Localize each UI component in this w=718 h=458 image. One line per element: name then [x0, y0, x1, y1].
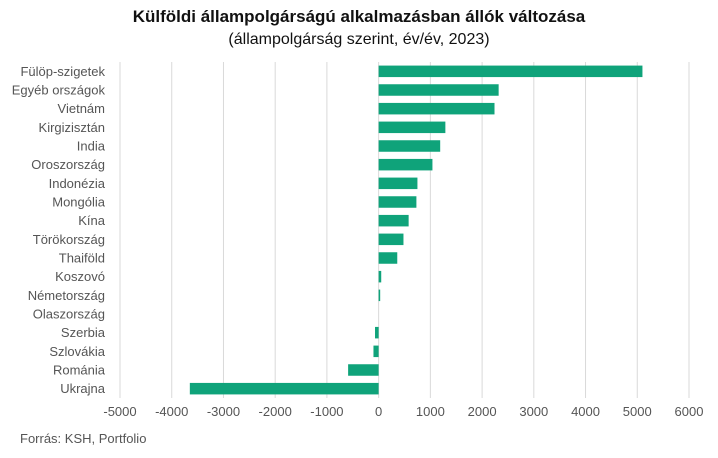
bar — [378, 102, 495, 115]
bar — [378, 158, 433, 171]
bar — [378, 289, 381, 302]
x-tick-label: -5000 — [103, 404, 136, 419]
x-tick-label: 3000 — [519, 404, 548, 419]
x-tick-label: -1000 — [310, 404, 343, 419]
bar — [378, 252, 398, 264]
x-tick-label: -2000 — [259, 404, 292, 419]
category-label: Németország — [28, 288, 105, 303]
bar — [378, 177, 418, 190]
bar — [375, 326, 379, 339]
category-label: Thaiföld — [59, 251, 105, 266]
bar — [189, 382, 379, 395]
chart-subtitle: (állampolgárság szerint, év/év, 2023) — [228, 31, 490, 48]
source-note: Forrás: KSH, Portfolio — [20, 431, 147, 446]
category-label: Egyéb országok — [12, 83, 106, 98]
category-label: Kína — [78, 213, 106, 228]
category-label: Koszovó — [55, 269, 105, 284]
x-tick-label: 4000 — [571, 404, 600, 419]
chart-title: Külföldi állampolgárságú alkalmazásban á… — [132, 7, 586, 26]
category-label: Oroszország — [31, 157, 105, 172]
category-label: Ukrajna — [60, 381, 106, 396]
category-label: Mongólia — [52, 195, 106, 210]
x-tick-label: -3000 — [207, 404, 240, 419]
bar — [348, 364, 379, 376]
category-label: Románia — [53, 363, 106, 378]
category-label: Fülöp-szigetek — [20, 64, 105, 79]
x-tick-label: 2000 — [468, 404, 497, 419]
bar — [378, 233, 404, 246]
bar — [378, 65, 643, 78]
category-label: Szerbia — [61, 325, 106, 340]
category-label: Indonézia — [49, 176, 106, 191]
category-label: Vietnám — [58, 101, 105, 116]
bar — [378, 196, 417, 208]
bar — [373, 345, 379, 358]
x-tick-label: -4000 — [155, 404, 188, 419]
bar — [378, 121, 446, 134]
bar — [378, 84, 499, 96]
x-tick-label: 6000 — [675, 404, 704, 419]
category-label: Törökország — [33, 232, 105, 247]
category-label: Olaszország — [33, 307, 105, 322]
bar — [378, 140, 441, 152]
category-label: Kirgizisztán — [39, 120, 105, 135]
category-label: Szlovákia — [49, 344, 105, 359]
category-label: India — [77, 139, 106, 154]
x-tick-label: 0 — [375, 404, 382, 419]
x-tick-label: 1000 — [416, 404, 445, 419]
bar — [378, 214, 409, 227]
bar — [378, 270, 382, 283]
x-tick-label: 5000 — [623, 404, 652, 419]
